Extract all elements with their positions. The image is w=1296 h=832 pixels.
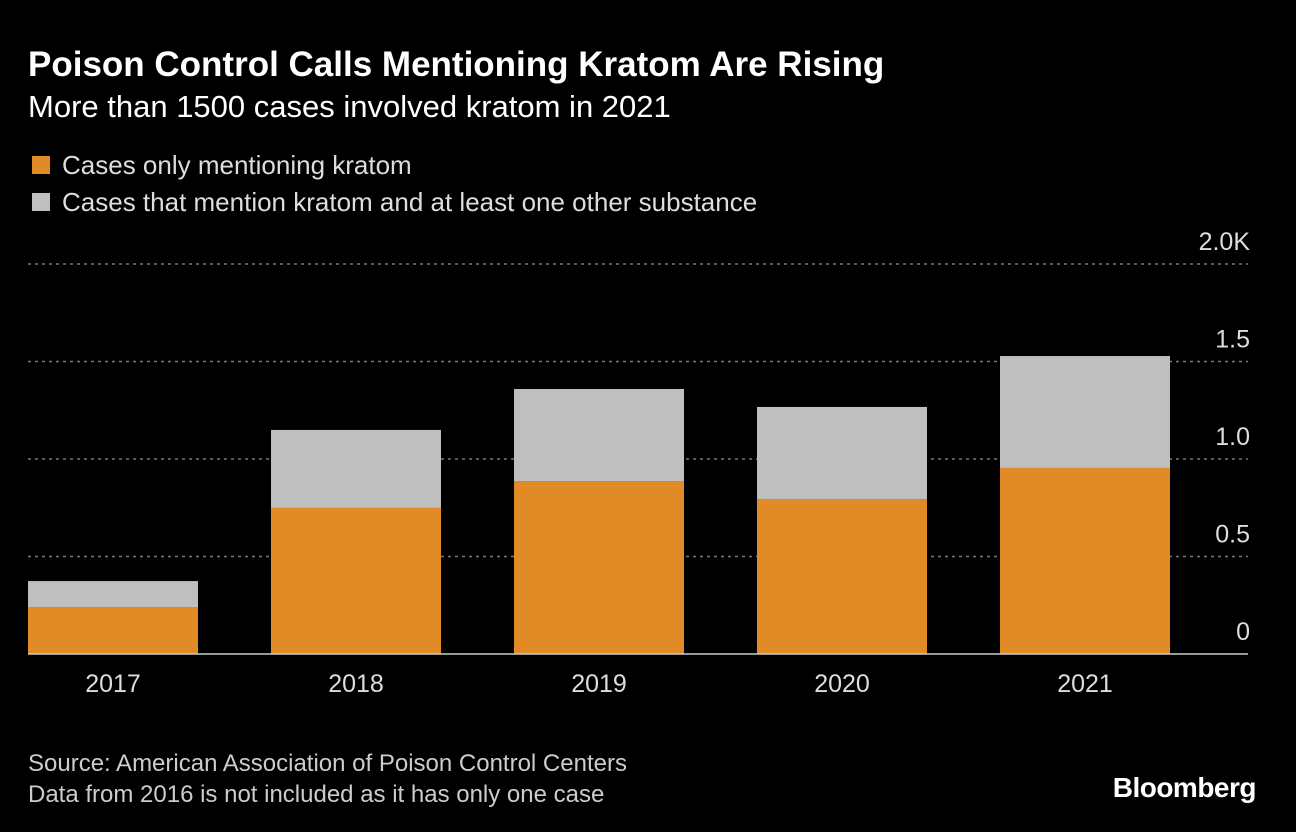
chart-subtitle: More than 1500 cases involved kratom in … [28,89,671,124]
bars [28,356,1170,654]
legend-swatch-kratom-plus-other [32,193,50,211]
bar-2020-series-0 [757,498,927,654]
bar-2017-series-1 [28,581,198,608]
legend-label-kratom-plus-other: Cases that mention kratom and at least o… [62,187,757,217]
bar-2018-series-0 [271,507,441,654]
bloomberg-logo: Bloomberg [1113,772,1256,803]
bar-2021-series-1 [1000,356,1170,468]
legend: Cases only mentioning kratom Cases that … [32,150,757,217]
bar-2020-series-1 [757,406,927,499]
y-tick-label: 1.0 [1215,423,1250,451]
x-axis-labels: 2017 2018 2019 2020 2021 [85,670,1113,698]
bar-2018-series-1 [271,429,441,508]
bar-2019-series-1 [514,388,684,482]
y-tick-label: 0 [1236,618,1250,646]
source-text: Source: American Association of Poison C… [28,750,627,777]
x-tick-label: 2021 [1057,670,1113,698]
bar-2019-series-0 [514,481,684,654]
x-tick-label: 2017 [85,670,141,698]
y-tick-label: 0.5 [1215,521,1250,549]
chart-title: Poison Control Calls Mentioning Kratom A… [28,45,884,84]
legend-swatch-kratom-only [32,156,50,174]
bar-2021-series-0 [1000,467,1170,654]
x-tick-label: 2019 [571,670,627,698]
x-tick-label: 2020 [814,670,870,698]
x-tick-label: 2018 [328,670,384,698]
bar-2017-series-0 [28,607,198,654]
note-text: Data from 2016 is not included as it has… [28,781,604,808]
y-tick-label: 1.5 [1215,326,1250,354]
legend-label-kratom-only: Cases only mentioning kratom [62,150,412,180]
y-tick-label: 2.0K [1199,228,1251,256]
